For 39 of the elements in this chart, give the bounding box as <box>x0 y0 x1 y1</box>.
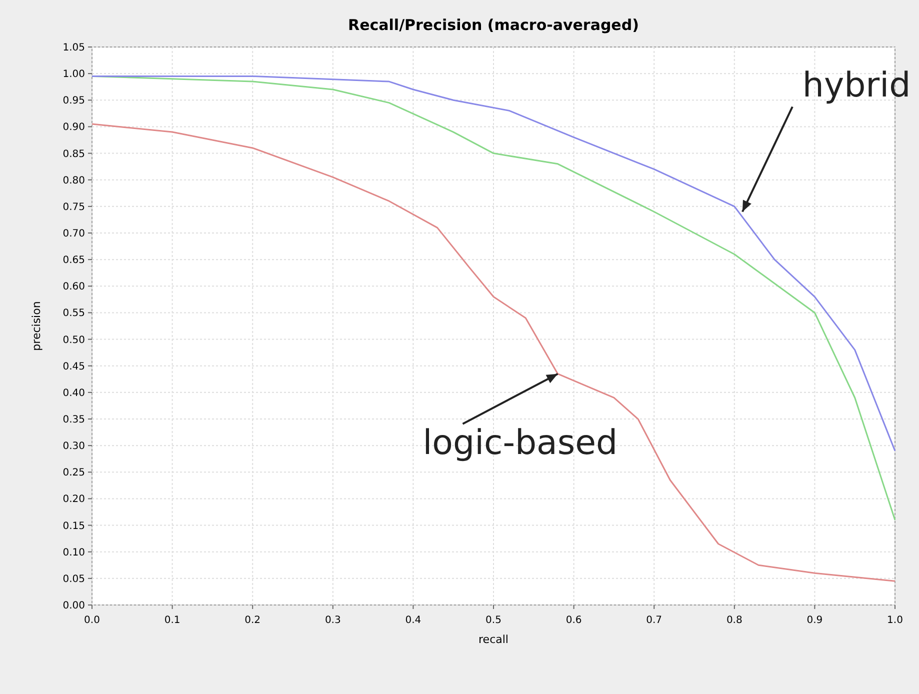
y-tick-label: 0.55 <box>62 308 85 320</box>
x-tick-label: 0.5 <box>486 615 502 626</box>
x-tick-label: 0.7 <box>646 615 662 626</box>
y-tick-label: 0.25 <box>62 468 85 479</box>
y-tick-label: 0.50 <box>62 334 85 346</box>
line-series <box>91 123 896 582</box>
y-tick-label: 0.90 <box>62 122 85 134</box>
y-tick-label: 0.95 <box>62 96 85 107</box>
y-tick-label: 0.60 <box>62 282 85 293</box>
y-axis-title: precision <box>30 301 43 351</box>
x-tick-label: 0.8 <box>726 615 742 626</box>
y-tick-label: 0.85 <box>62 148 85 160</box>
x-tick-label: 0.2 <box>244 615 261 626</box>
chart-title: Recall/Precision (macro-averaged) <box>348 16 639 34</box>
y-tick-label: 0.10 <box>62 547 85 558</box>
y-tick-label: 0.20 <box>62 494 85 506</box>
y-tick-label: 0.30 <box>62 441 85 452</box>
y-tick-label: 0.00 <box>62 600 85 612</box>
y-tick-label: 0.15 <box>62 520 85 532</box>
x-tick-label: 0.4 <box>405 615 422 626</box>
x-tick-label: 0.0 <box>84 615 100 626</box>
y-tick-label: 0.75 <box>62 202 85 213</box>
annotation: logic-based <box>422 422 618 463</box>
x-axis-title: recall <box>478 633 508 646</box>
y-tick-label: 0.40 <box>62 388 85 399</box>
x-tick-label: 0.6 <box>566 615 582 626</box>
x-tick-label: 0.3 <box>324 615 341 626</box>
x-tick-label: 1.0 <box>887 615 903 626</box>
annotation: hybrid <box>802 66 911 106</box>
x-tick-label: 0.9 <box>806 615 823 626</box>
y-tick-label: 0.45 <box>62 361 85 372</box>
y-tick-label: 0.05 <box>62 574 85 585</box>
y-tick-label: 0.65 <box>62 255 85 266</box>
y-tick-label: 1.05 <box>62 42 85 54</box>
y-tick-label: 0.35 <box>62 414 85 426</box>
x-tick-label: 0.1 <box>164 615 180 626</box>
y-tick-label: 1.00 <box>62 69 85 80</box>
y-tick-label: 0.80 <box>62 175 85 186</box>
y-tick-label: 0.70 <box>62 228 85 240</box>
